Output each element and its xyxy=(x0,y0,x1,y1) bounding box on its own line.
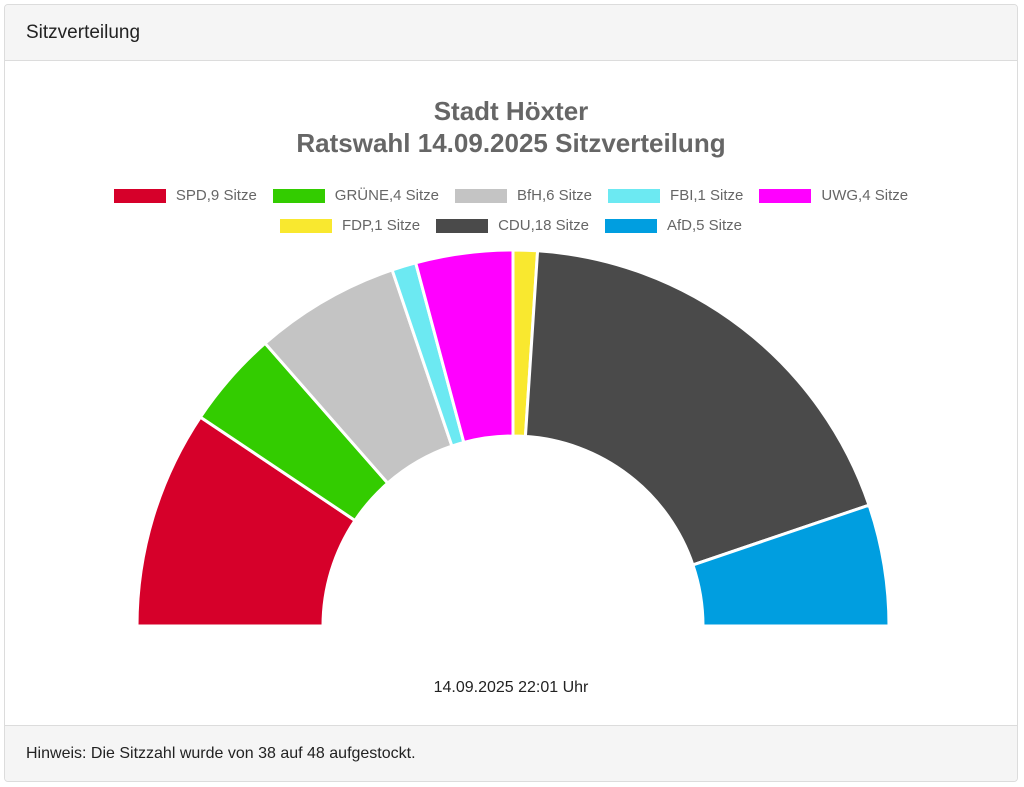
card-footer: Hinweis: Die Sitzzahl wurde von 38 auf 4… xyxy=(5,725,1017,781)
legend-swatch xyxy=(608,188,661,203)
legend-label: GRÜNE,4 Sitze xyxy=(334,187,439,204)
card-title: Sitzverteilung xyxy=(26,21,141,43)
legend-label: AfD,5 Sitze xyxy=(666,217,742,234)
legend-item-afd[interactable]: AfD,5 Sitze xyxy=(604,217,742,234)
legend-swatch xyxy=(113,188,166,203)
legend-item-grüne[interactable]: GRÜNE,4 Sitze xyxy=(272,187,439,204)
legend-swatch xyxy=(455,188,507,203)
legend-item-cdu[interactable]: CDU,18 Sitze xyxy=(436,217,589,234)
legend-label: BfH,6 Sitze xyxy=(517,187,593,204)
legend-label: CDU,18 Sitze xyxy=(498,217,589,234)
legend-swatch xyxy=(280,218,332,233)
legend-label: FDP,1 Sitze xyxy=(342,217,421,234)
seat-semicircle-chart xyxy=(135,248,891,628)
segment-cdu[interactable] xyxy=(523,249,871,567)
chart-subtitle: Ratswahl 14.09.2025 Sitzverteilung xyxy=(296,128,726,158)
legend-item-fdp[interactable]: FDP,1 Sitze xyxy=(280,217,420,234)
legend-swatch xyxy=(436,218,489,233)
legend-swatch xyxy=(759,188,812,203)
result-timestamp: 14.09.2025 22:01 Uhr xyxy=(433,679,589,696)
legend-item-uwg[interactable]: UWG,4 Sitze xyxy=(759,187,908,204)
legend-swatch xyxy=(604,218,657,233)
legend-item-bfh[interactable]: BfH,6 Sitze xyxy=(455,187,592,204)
chart-title: Stadt Höxter xyxy=(433,96,589,126)
legend-item-spd[interactable]: SPD,9 Sitze xyxy=(113,187,257,204)
legend-label: UWG,4 Sitze xyxy=(821,187,909,204)
legend-label: SPD,9 Sitze xyxy=(175,187,257,204)
legend-row: SPD,9 Sitze GRÜNE,4 Sitze BfH,6 Sitze FBI,1… xyxy=(5,187,1017,204)
legend-swatch xyxy=(272,188,325,203)
card-header: Sitzverteilung xyxy=(5,5,1017,61)
seat-increase-note: Hinweis: Die Sitzzahl wurde von 38 auf 4… xyxy=(26,744,416,762)
legend-label: FBI,1 Sitze xyxy=(670,187,744,204)
legend-item-fbi[interactable]: FBI,1 Sitze xyxy=(608,187,743,204)
segment-afd[interactable] xyxy=(691,503,891,628)
seat-distribution-card: Sitzverteilung Stadt Höxter Ratswahl 14.… xyxy=(4,4,1018,782)
chart-area: Stadt Höxter Ratswahl 14.09.2025 Sitzver… xyxy=(5,61,1017,727)
legend-row: FDP,1 Sitze CDU,18 Sitze AfD,5 Sitze xyxy=(5,217,1017,234)
